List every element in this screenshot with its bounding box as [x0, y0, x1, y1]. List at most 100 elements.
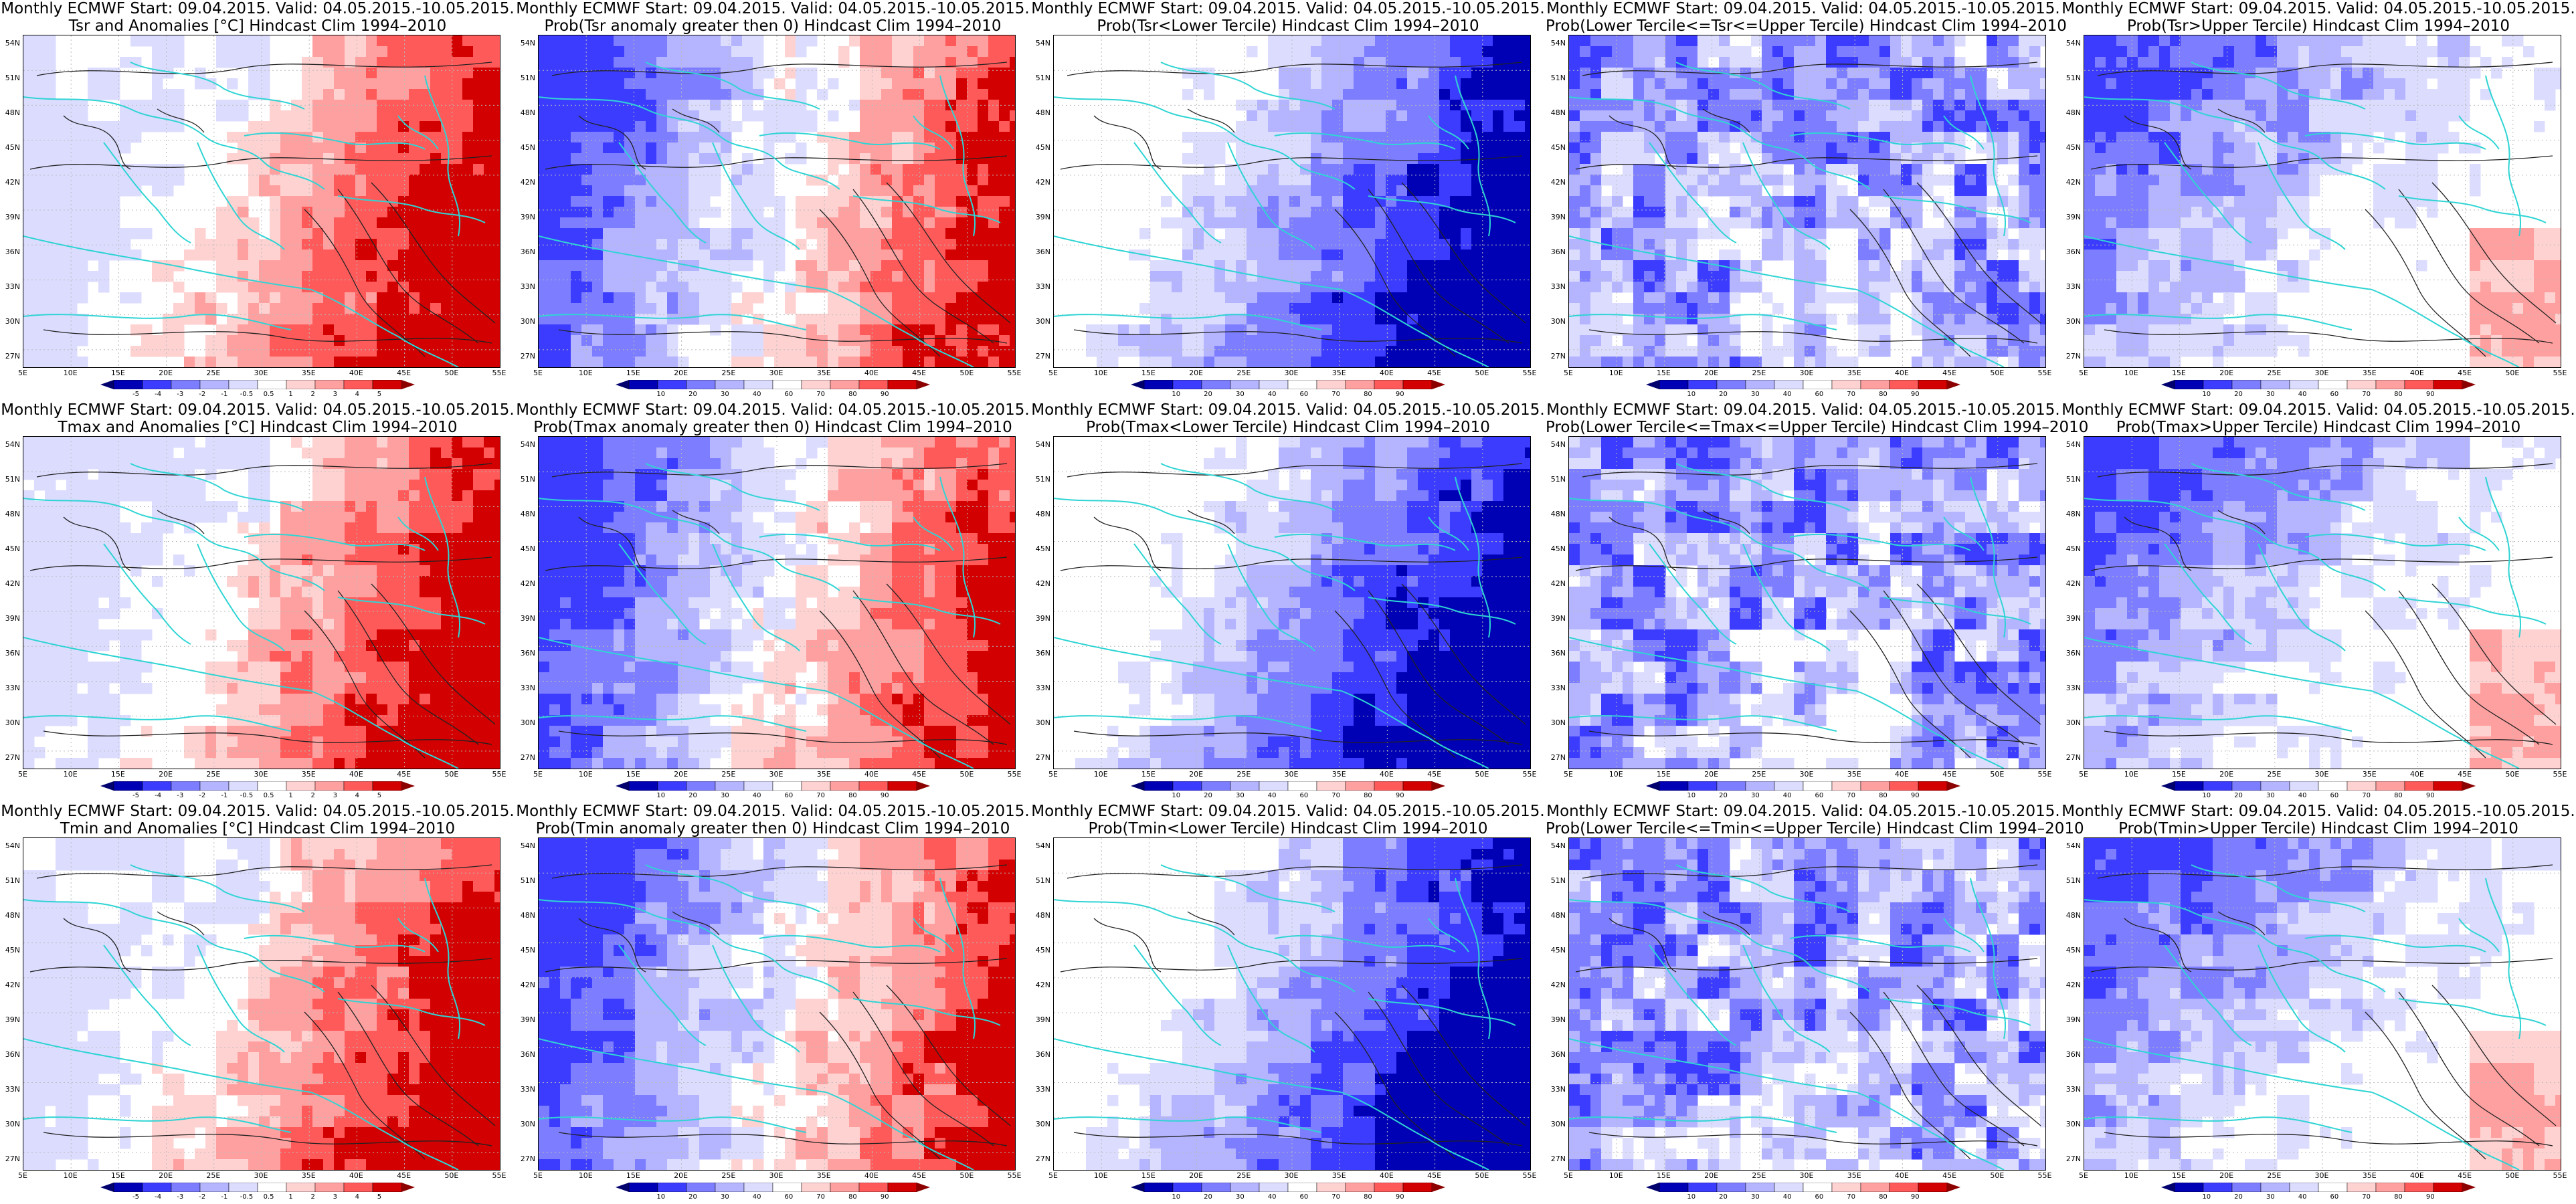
lon-label: 25E — [2267, 369, 2282, 377]
lat-label: 33N — [5, 684, 20, 692]
lat-label: 30N — [5, 718, 20, 727]
colorbar-label: 90 — [1910, 391, 1920, 398]
colorbar-label: -4 — [155, 1193, 162, 1201]
colorbar-label: -3 — [177, 391, 184, 398]
lon-label: 5E — [1564, 369, 1573, 377]
lon-label: 5E — [533, 1171, 543, 1180]
lat-label: 33N — [2065, 684, 2081, 692]
map-area — [23, 436, 500, 769]
lon-label: 40E — [1894, 1171, 1909, 1180]
lon-label: 30E — [254, 1171, 268, 1180]
lat-label: 42N — [1035, 178, 1050, 187]
colorbar-label: 40 — [752, 792, 761, 799]
colorbar-label: 60 — [1815, 792, 1824, 799]
colorbar-label: 70 — [1331, 391, 1341, 398]
lat-label: 45N — [5, 946, 20, 955]
colorbar-label: 20 — [2234, 1193, 2243, 1201]
lon-label: 55E — [492, 369, 507, 377]
lon-label: 20E — [2219, 770, 2234, 779]
lon-label: 35E — [2362, 1171, 2377, 1180]
colorbar-label: 90 — [2425, 391, 2435, 398]
colorbar — [1646, 380, 1960, 389]
lat-label: 36N — [1035, 649, 1050, 658]
colorbar-label: 70 — [1331, 1193, 1341, 1201]
lat-label: 42N — [520, 178, 535, 187]
lat-label: 27N — [5, 753, 20, 762]
lon-label: 35E — [1331, 369, 1346, 377]
lon-label: 20E — [1704, 1171, 1719, 1180]
lat-label: 36N — [1550, 1050, 1566, 1059]
lat-label: 51N — [5, 876, 20, 885]
lat-label: 39N — [5, 614, 20, 623]
lat-label: 51N — [520, 876, 535, 885]
lat-label: 48N — [5, 108, 20, 117]
lon-label: 50E — [1990, 1171, 2005, 1180]
colorbar-label: 90 — [2425, 1193, 2435, 1201]
lat-label: 45N — [1550, 143, 1566, 152]
lon-label: 5E — [533, 369, 543, 377]
lat-label: 33N — [5, 1085, 20, 1094]
lon-label: 20E — [674, 1171, 688, 1180]
lon-label: 45E — [1427, 1171, 1442, 1180]
lon-label: 10E — [1093, 770, 1108, 779]
map-svg — [1054, 437, 1530, 769]
lat-label: 45N — [5, 143, 20, 152]
lon-label: 20E — [1189, 369, 1204, 377]
lat-label: 36N — [5, 1050, 20, 1059]
lat-label: 30N — [5, 1120, 20, 1128]
lat-label: 39N — [2065, 1015, 2081, 1024]
colorbar-label: 70 — [816, 1193, 826, 1201]
lat-label: 42N — [1550, 579, 1566, 588]
lat-label: 33N — [1550, 684, 1566, 692]
lon-label: 5E — [1048, 1171, 1058, 1180]
panel-title-line1: Monthly ECMWF Start: 09.04.2015. Valid: … — [2061, 0, 2575, 17]
lon-label: 50E — [2505, 369, 2520, 377]
colorbar-label: 0.5 — [263, 1193, 274, 1201]
lat-label: 45N — [1035, 946, 1050, 955]
lon-label: 40E — [1894, 770, 1909, 779]
colorbar-label: 30 — [1750, 391, 1760, 398]
lon-label: 10E — [2124, 770, 2138, 779]
colorbar-label: 10 — [1687, 1193, 1696, 1201]
lat-label: 36N — [520, 247, 535, 256]
map-svg — [539, 437, 1015, 769]
lat-label: 33N — [5, 282, 20, 291]
lon-label: 40E — [2409, 369, 2424, 377]
lon-label: 20E — [2219, 1171, 2234, 1180]
lon-label: 50E — [1475, 770, 1489, 779]
lat-label: 54N — [1035, 440, 1050, 449]
lon-label: 20E — [2219, 369, 2234, 377]
lat-label: 42N — [520, 579, 535, 588]
colorbar-label: 80 — [848, 1193, 857, 1201]
colorbar-label: 30 — [2266, 1193, 2275, 1201]
lon-label: 15E — [1141, 1171, 1156, 1180]
lon-label: 30E — [2314, 369, 2329, 377]
map-area — [1053, 35, 1531, 368]
lat-label: 51N — [1550, 475, 1566, 484]
lon-label: 5E — [1048, 369, 1058, 377]
lat-label: 45N — [1035, 544, 1050, 553]
colorbar-label: -3 — [177, 1193, 184, 1201]
colorbar-label: 1 — [288, 391, 293, 398]
map-svg — [539, 838, 1015, 1170]
colorbar-label: 30 — [1235, 391, 1245, 398]
lon-label: 25E — [2267, 770, 2282, 779]
panel-title-line2: Tmin and Anomalies [°C] Hindcast Clim 19… — [60, 820, 456, 837]
lat-label: 27N — [2065, 1155, 2081, 1163]
lat-label: 54N — [1550, 39, 1566, 47]
lat-label: 42N — [2065, 178, 2081, 187]
lat-label: 39N — [1550, 614, 1566, 623]
panel-title-line1: Monthly ECMWF Start: 09.04.2015. Valid: … — [1546, 803, 2060, 820]
colorbar-label: 70 — [1847, 792, 1856, 799]
lat-label: 54N — [5, 841, 20, 850]
lat-label: 39N — [1035, 614, 1050, 623]
lon-label: 35E — [301, 770, 316, 779]
lon-label: 45E — [1942, 1171, 1957, 1180]
lon-label: 45E — [397, 770, 411, 779]
colorbar-label: 10 — [656, 391, 666, 398]
lat-label: 48N — [1550, 108, 1566, 117]
lat-label: 42N — [1035, 579, 1050, 588]
lon-label: 40E — [2409, 770, 2424, 779]
forecast-panel-tsr-prob-gt0: Monthly ECMWF Start: 09.04.2015. Valid: … — [515, 0, 1030, 401]
lat-label: 51N — [2065, 475, 2081, 484]
